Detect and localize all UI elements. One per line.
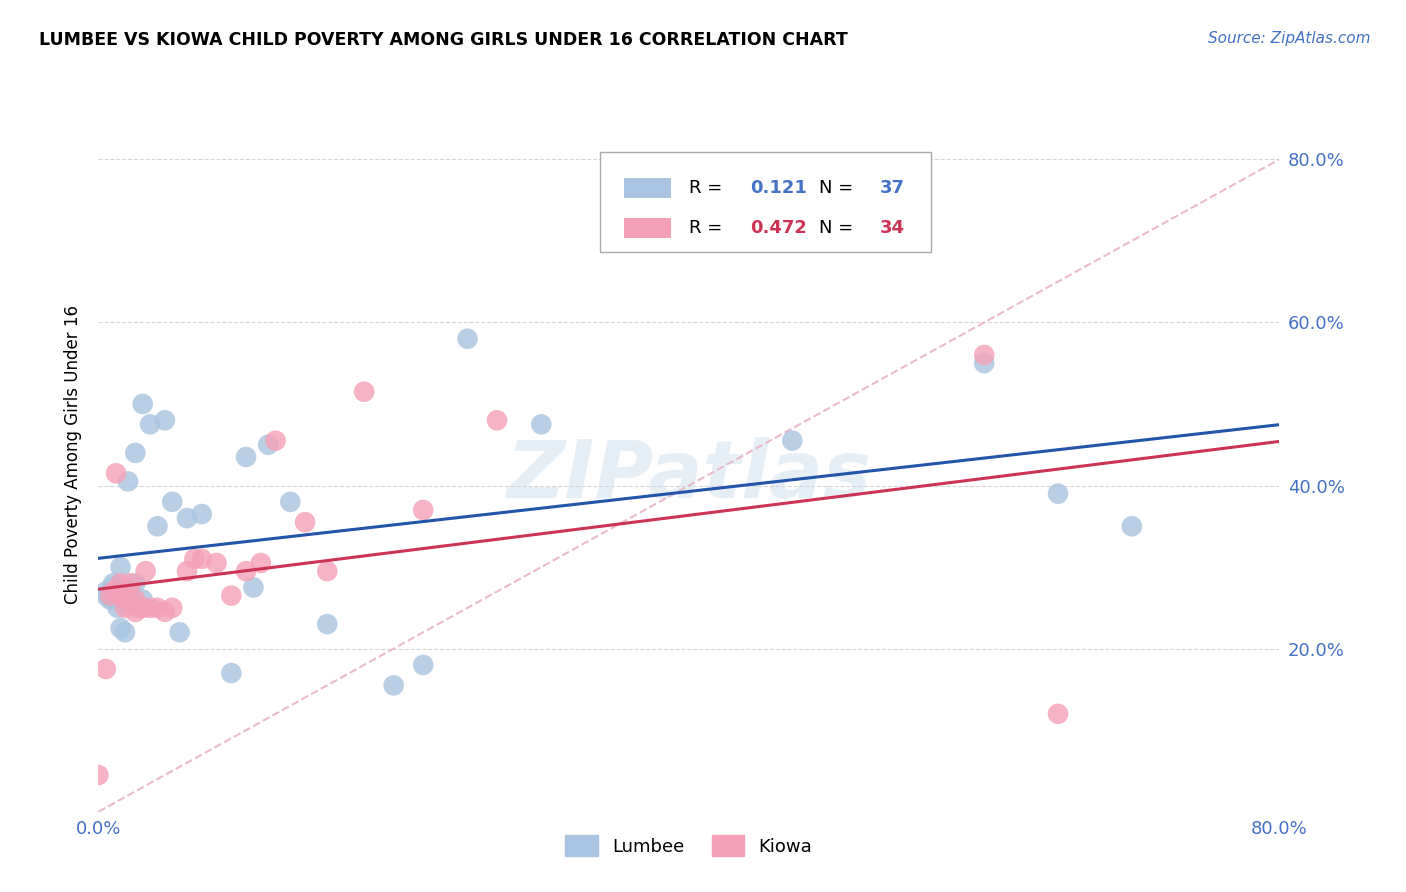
Point (316, 564, 339, 578)
Point (94, 584, 117, 599)
Point (98, 592, 121, 607)
Text: 0.121: 0.121 (751, 178, 807, 196)
Point (94, 662, 117, 676)
Point (132, 600, 155, 615)
Point (1121, 519, 1143, 533)
Point (105, 584, 128, 599)
Point (219, 666, 242, 681)
Point (139, 417, 162, 432)
Point (135, 564, 157, 578)
Point (235, 450, 257, 464)
Point (117, 475, 139, 489)
Point (412, 657, 434, 672)
Point (120, 576, 142, 591)
Point (176, 564, 198, 578)
Point (103, 584, 125, 599)
Text: R =: R = (689, 219, 728, 236)
Point (294, 515, 316, 529)
Point (107, 600, 129, 615)
Point (124, 605, 146, 619)
Point (117, 592, 139, 607)
Point (250, 556, 273, 570)
Point (124, 576, 146, 591)
Point (132, 592, 155, 607)
Text: 0.472: 0.472 (751, 219, 807, 236)
Point (205, 556, 228, 570)
Point (257, 438, 280, 452)
Text: 34: 34 (880, 219, 905, 236)
Point (153, 605, 176, 619)
Point (146, 600, 169, 615)
Legend: Lumbee, Kiowa: Lumbee, Kiowa (558, 828, 820, 863)
Point (114, 625, 136, 640)
Point (124, 592, 146, 607)
Text: Source: ZipAtlas.com: Source: ZipAtlas.com (1208, 31, 1371, 46)
Point (124, 446, 146, 460)
Point (183, 552, 205, 566)
Point (316, 617, 339, 632)
Point (162, 600, 183, 615)
Point (412, 503, 434, 517)
Point (103, 576, 125, 591)
Point (103, 581, 125, 595)
Point (114, 600, 136, 615)
Y-axis label: Child Poverty Among Girls Under 16: Child Poverty Among Girls Under 16 (65, 305, 83, 605)
Point (139, 600, 162, 615)
Point (128, 600, 150, 615)
Text: N =: N = (818, 219, 859, 236)
Text: 37: 37 (880, 178, 905, 196)
Point (153, 413, 176, 427)
Point (973, 356, 995, 370)
Point (87, 768, 110, 782)
Point (530, 417, 553, 432)
Point (94, 589, 117, 603)
Point (353, 384, 375, 399)
Point (973, 348, 995, 362)
Point (242, 581, 264, 595)
Point (110, 589, 132, 603)
Point (176, 511, 198, 525)
Point (191, 507, 214, 521)
Point (782, 434, 804, 448)
Bar (624, 218, 671, 237)
Point (456, 332, 478, 346)
Point (382, 678, 405, 692)
Point (235, 564, 257, 578)
Point (169, 625, 191, 640)
Point (191, 552, 214, 566)
Point (486, 413, 509, 427)
FancyBboxPatch shape (600, 152, 931, 252)
Point (110, 560, 132, 574)
Text: N =: N = (818, 178, 859, 196)
Point (1046, 486, 1069, 500)
Point (132, 397, 155, 411)
Point (146, 519, 169, 533)
Text: R =: R = (689, 178, 728, 196)
Point (219, 589, 242, 603)
Bar (624, 178, 671, 198)
Point (278, 495, 302, 509)
Point (98, 589, 121, 603)
Point (105, 467, 128, 481)
Point (110, 621, 132, 635)
Point (110, 576, 132, 591)
Point (162, 495, 183, 509)
Text: LUMBEE VS KIOWA CHILD POVERTY AMONG GIRLS UNDER 16 CORRELATION CHART: LUMBEE VS KIOWA CHILD POVERTY AMONG GIRL… (39, 31, 848, 49)
Point (1046, 706, 1069, 721)
Text: ZIPatlas: ZIPatlas (506, 437, 872, 516)
Point (264, 434, 287, 448)
Point (117, 597, 139, 611)
